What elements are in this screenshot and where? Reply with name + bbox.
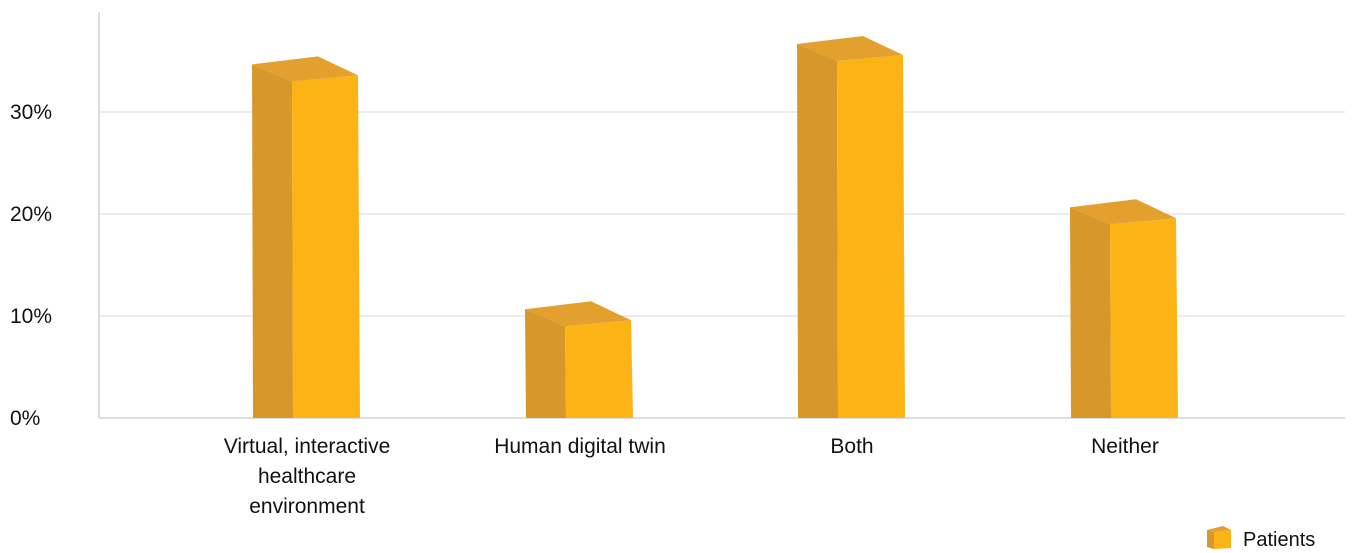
- bar-front-face: [837, 55, 905, 418]
- bar-side-face: [525, 309, 566, 418]
- bar: [252, 56, 360, 419]
- bar: [1070, 199, 1178, 418]
- y-tick-label: 30%: [10, 101, 52, 124]
- y-tick-labels: 0% 10% 20% 30%: [10, 101, 52, 430]
- x-category-label: Both: [830, 435, 873, 458]
- bar: [797, 36, 905, 418]
- bar-front-face: [1110, 218, 1178, 418]
- y-tick-label: 20%: [10, 203, 52, 226]
- x-category-label: Virtual, interactive healthcare environmen…: [224, 435, 391, 518]
- legend-swatch-side: [1207, 530, 1214, 549]
- y-tick-label: 10%: [10, 305, 52, 328]
- y-tick-label: 0%: [10, 407, 40, 430]
- legend-item: Patients: [1207, 526, 1315, 551]
- bar-side-face: [797, 44, 838, 418]
- bar-top-face: [525, 301, 631, 327]
- bar-front-face: [565, 320, 633, 418]
- bar: [525, 301, 633, 418]
- bar-front-face: [292, 75, 360, 419]
- category-labels: Virtual, interactive healthcare environmen…: [224, 435, 1159, 518]
- legend-swatch-front: [1214, 530, 1231, 549]
- bar-top-face: [797, 36, 903, 61]
- bar-side-face: [252, 64, 293, 419]
- x-category-label: Human digital twin: [494, 435, 666, 458]
- x-category-label: Neither: [1091, 435, 1159, 458]
- bar-side-face: [1070, 207, 1111, 418]
- bar-top-face: [1070, 199, 1176, 225]
- legend-label: Patients: [1243, 529, 1315, 551]
- bars: [252, 36, 1178, 419]
- bar-top-face: [252, 56, 358, 82]
- legend-swatch-top: [1207, 526, 1231, 532]
- legend: Patients: [1207, 526, 1315, 551]
